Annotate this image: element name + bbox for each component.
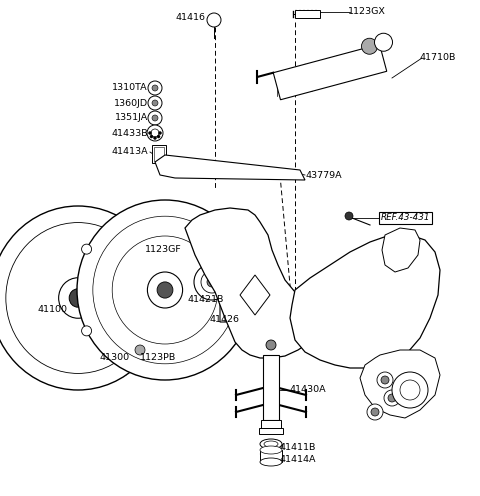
Circle shape: [194, 264, 230, 300]
Circle shape: [381, 376, 389, 384]
Text: 41710B: 41710B: [420, 54, 456, 62]
Circle shape: [361, 38, 377, 54]
Polygon shape: [290, 235, 440, 368]
Text: 43779A: 43779A: [305, 171, 342, 180]
Text: 41430A: 41430A: [290, 385, 326, 394]
Text: 41421B: 41421B: [188, 296, 224, 305]
Circle shape: [82, 244, 92, 254]
Circle shape: [345, 212, 353, 220]
Circle shape: [82, 326, 92, 336]
Circle shape: [266, 340, 276, 350]
Polygon shape: [220, 272, 268, 322]
Ellipse shape: [69, 289, 87, 307]
Text: 1360JD: 1360JD: [114, 99, 148, 108]
Circle shape: [388, 394, 396, 402]
Circle shape: [148, 81, 162, 95]
Circle shape: [152, 85, 158, 91]
Polygon shape: [240, 275, 270, 315]
Text: 41413A: 41413A: [111, 147, 148, 157]
Circle shape: [152, 100, 158, 106]
Circle shape: [207, 277, 217, 287]
Ellipse shape: [264, 441, 278, 447]
Text: 41411B: 41411B: [280, 442, 316, 451]
Circle shape: [377, 372, 393, 388]
Ellipse shape: [260, 446, 282, 454]
Circle shape: [154, 136, 156, 139]
Ellipse shape: [157, 282, 173, 298]
Circle shape: [147, 125, 163, 141]
Circle shape: [148, 111, 162, 125]
Bar: [295, 10, 320, 18]
Circle shape: [150, 135, 153, 138]
Ellipse shape: [112, 236, 218, 344]
Ellipse shape: [147, 272, 182, 308]
Ellipse shape: [6, 223, 150, 373]
Circle shape: [239, 244, 249, 254]
Text: 1123GF: 1123GF: [145, 246, 182, 254]
Ellipse shape: [59, 278, 97, 318]
Circle shape: [152, 115, 158, 121]
Circle shape: [384, 390, 400, 406]
Ellipse shape: [77, 200, 253, 380]
Bar: [152, 145, 166, 163]
Circle shape: [239, 326, 249, 336]
Bar: [260, 450, 282, 462]
Circle shape: [400, 380, 420, 400]
Bar: [259, 428, 283, 434]
Text: 1123PB: 1123PB: [140, 354, 176, 363]
Text: 1351JA: 1351JA: [115, 114, 148, 123]
Polygon shape: [273, 44, 387, 100]
Ellipse shape: [260, 458, 282, 466]
Circle shape: [367, 404, 383, 420]
Circle shape: [158, 131, 161, 134]
Ellipse shape: [0, 206, 166, 390]
Text: 41426: 41426: [210, 315, 240, 324]
Ellipse shape: [260, 439, 282, 449]
Ellipse shape: [93, 216, 237, 364]
Circle shape: [201, 271, 223, 293]
Circle shape: [148, 131, 152, 134]
Text: 1123GX: 1123GX: [348, 7, 386, 16]
Text: REF.43-431: REF.43-431: [381, 213, 430, 223]
Circle shape: [157, 135, 160, 138]
Polygon shape: [360, 350, 440, 418]
Polygon shape: [155, 155, 305, 180]
Circle shape: [148, 96, 162, 110]
Bar: [154, 147, 164, 161]
Text: 1310TA: 1310TA: [112, 83, 148, 92]
Text: 41433B: 41433B: [111, 128, 148, 137]
Polygon shape: [382, 228, 420, 272]
Bar: [263, 355, 279, 420]
Text: 41300: 41300: [100, 354, 130, 363]
Polygon shape: [185, 208, 330, 358]
Circle shape: [371, 408, 379, 416]
Circle shape: [207, 13, 221, 27]
Circle shape: [374, 33, 393, 51]
Text: 41100: 41100: [38, 306, 68, 314]
Circle shape: [151, 129, 159, 137]
Text: 41414A: 41414A: [280, 455, 316, 464]
Circle shape: [392, 372, 428, 408]
Bar: [261, 420, 281, 428]
Text: 41416: 41416: [175, 13, 205, 22]
Circle shape: [135, 345, 145, 355]
